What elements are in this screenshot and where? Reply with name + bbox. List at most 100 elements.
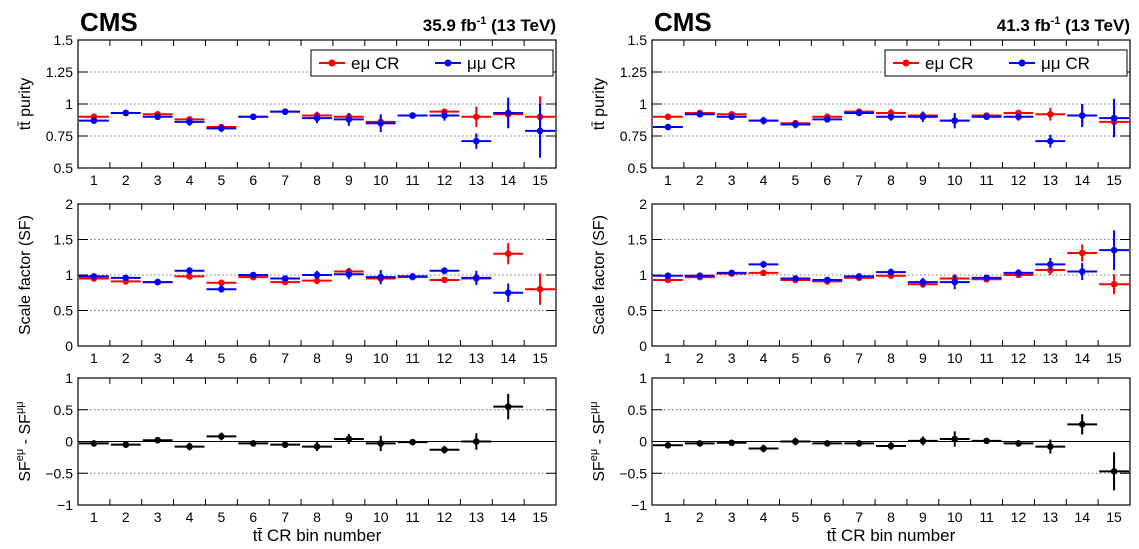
x-tick-label: 14 <box>500 350 516 366</box>
panel-frame <box>651 203 1131 347</box>
data-point <box>154 278 161 286</box>
data-point <box>792 275 799 282</box>
data-point <box>823 116 831 123</box>
legend-box <box>310 49 554 77</box>
data-point <box>313 277 321 284</box>
x-tick-label: 4 <box>760 172 768 188</box>
x-tick-label: 7 <box>281 509 289 525</box>
y-tick-label: 0 <box>639 338 647 354</box>
y-tick-label: 1 <box>639 96 647 112</box>
x-tick-label: 4 <box>760 350 768 366</box>
data-point <box>90 117 98 124</box>
x-tick-label: 2 <box>122 172 130 188</box>
x-tick-label: 7 <box>855 509 863 525</box>
data-point <box>1078 421 1086 428</box>
x-axis-label: tt̄ CR bin number <box>827 526 956 545</box>
x-tick-label: 5 <box>792 172 800 188</box>
y-tick-label: 0.5 <box>628 160 648 176</box>
x-tick-label: 3 <box>728 172 736 188</box>
x-tick-label: 8 <box>313 509 321 525</box>
data-point <box>441 112 448 119</box>
data-point <box>1078 268 1086 275</box>
data-point <box>792 438 799 445</box>
x-tick-label: 2 <box>696 509 704 525</box>
lumi-exponent: -1 <box>1051 15 1061 27</box>
legend: eμ CR μμ CR <box>884 49 1128 77</box>
data-point <box>983 437 990 445</box>
data-point <box>186 267 193 275</box>
y-tick-label: 0 <box>65 338 73 354</box>
data-point <box>823 440 831 447</box>
x-tick-label: 7 <box>281 172 289 188</box>
x-tick-label: 6 <box>249 172 257 188</box>
legend-label: eμ CR <box>351 54 400 73</box>
x-tick-label: 15 <box>532 172 548 188</box>
legend-label: μμ CR <box>467 54 516 73</box>
x-tick-label: 13 <box>469 172 485 188</box>
data-point <box>983 274 990 282</box>
x-tick-label: 11 <box>405 509 420 525</box>
x-tick-label: 1 <box>90 172 98 188</box>
x-tick-label: 13 <box>1043 509 1059 525</box>
data-point <box>90 440 98 447</box>
x-tick-label: 11 <box>979 509 994 525</box>
data-point <box>218 285 225 293</box>
panel-frame <box>77 39 557 169</box>
x-tick-label: 11 <box>979 350 994 366</box>
data-point <box>473 137 480 145</box>
y-tick-label: −0.5 <box>45 465 73 481</box>
data-point <box>887 442 895 450</box>
series-2 <box>79 267 524 302</box>
x-tick-label: 8 <box>313 350 321 366</box>
x-tick-label: 14 <box>1074 509 1090 525</box>
data-point <box>345 435 353 443</box>
x-tick-label: 2 <box>122 509 130 525</box>
legend-box <box>884 49 1128 77</box>
data-point <box>536 127 544 135</box>
data-point <box>409 438 416 446</box>
data-point <box>218 279 225 287</box>
data-point <box>760 117 767 124</box>
y-tick-label: 0.5 <box>54 402 74 418</box>
y-tick-label: 1.5 <box>628 32 648 48</box>
lumi-value: 41.3 fb <box>997 16 1051 35</box>
x-tick-label: 1 <box>90 350 98 366</box>
x-tick-label: 15 <box>1106 172 1122 188</box>
data-point <box>122 441 130 448</box>
legend-marker <box>328 59 336 67</box>
y-tick-label: 0.5 <box>54 303 74 319</box>
series-1 <box>79 393 524 454</box>
x-tick-label: 9 <box>345 509 353 525</box>
x-tick-label: 12 <box>437 172 453 188</box>
x-tick-label: 5 <box>218 509 226 525</box>
data-point <box>281 275 289 282</box>
lumi-value: 35.9 fb <box>423 16 477 35</box>
x-tick-label: 6 <box>249 509 257 525</box>
data-point <box>345 116 353 123</box>
data-point <box>919 437 927 445</box>
x-tick-label: 10 <box>373 350 389 366</box>
energy-label: (13 TeV) <box>1060 16 1130 35</box>
x-tick-label: 9 <box>919 509 927 525</box>
data-point <box>504 250 512 257</box>
y-label-sup: eμ <box>588 449 600 461</box>
data-point <box>664 113 672 121</box>
x-tick-label: 1 <box>664 509 672 525</box>
data-point <box>951 435 959 443</box>
data-point <box>1110 468 1118 475</box>
series-2 <box>653 98 1129 148</box>
data-point <box>728 439 735 447</box>
data-point <box>855 109 863 117</box>
data-point <box>792 121 799 128</box>
data-point <box>1110 114 1118 122</box>
data-point <box>887 268 895 276</box>
data-point <box>218 433 225 440</box>
y-tick-label: 0 <box>639 434 647 450</box>
x-tick-label: 3 <box>154 350 162 366</box>
data-point <box>536 285 544 293</box>
x-tick-label: 15 <box>1106 350 1122 366</box>
y-axis-label: SFeμ - SFμμ <box>14 401 34 481</box>
x-tick-label: 4 <box>186 509 194 525</box>
